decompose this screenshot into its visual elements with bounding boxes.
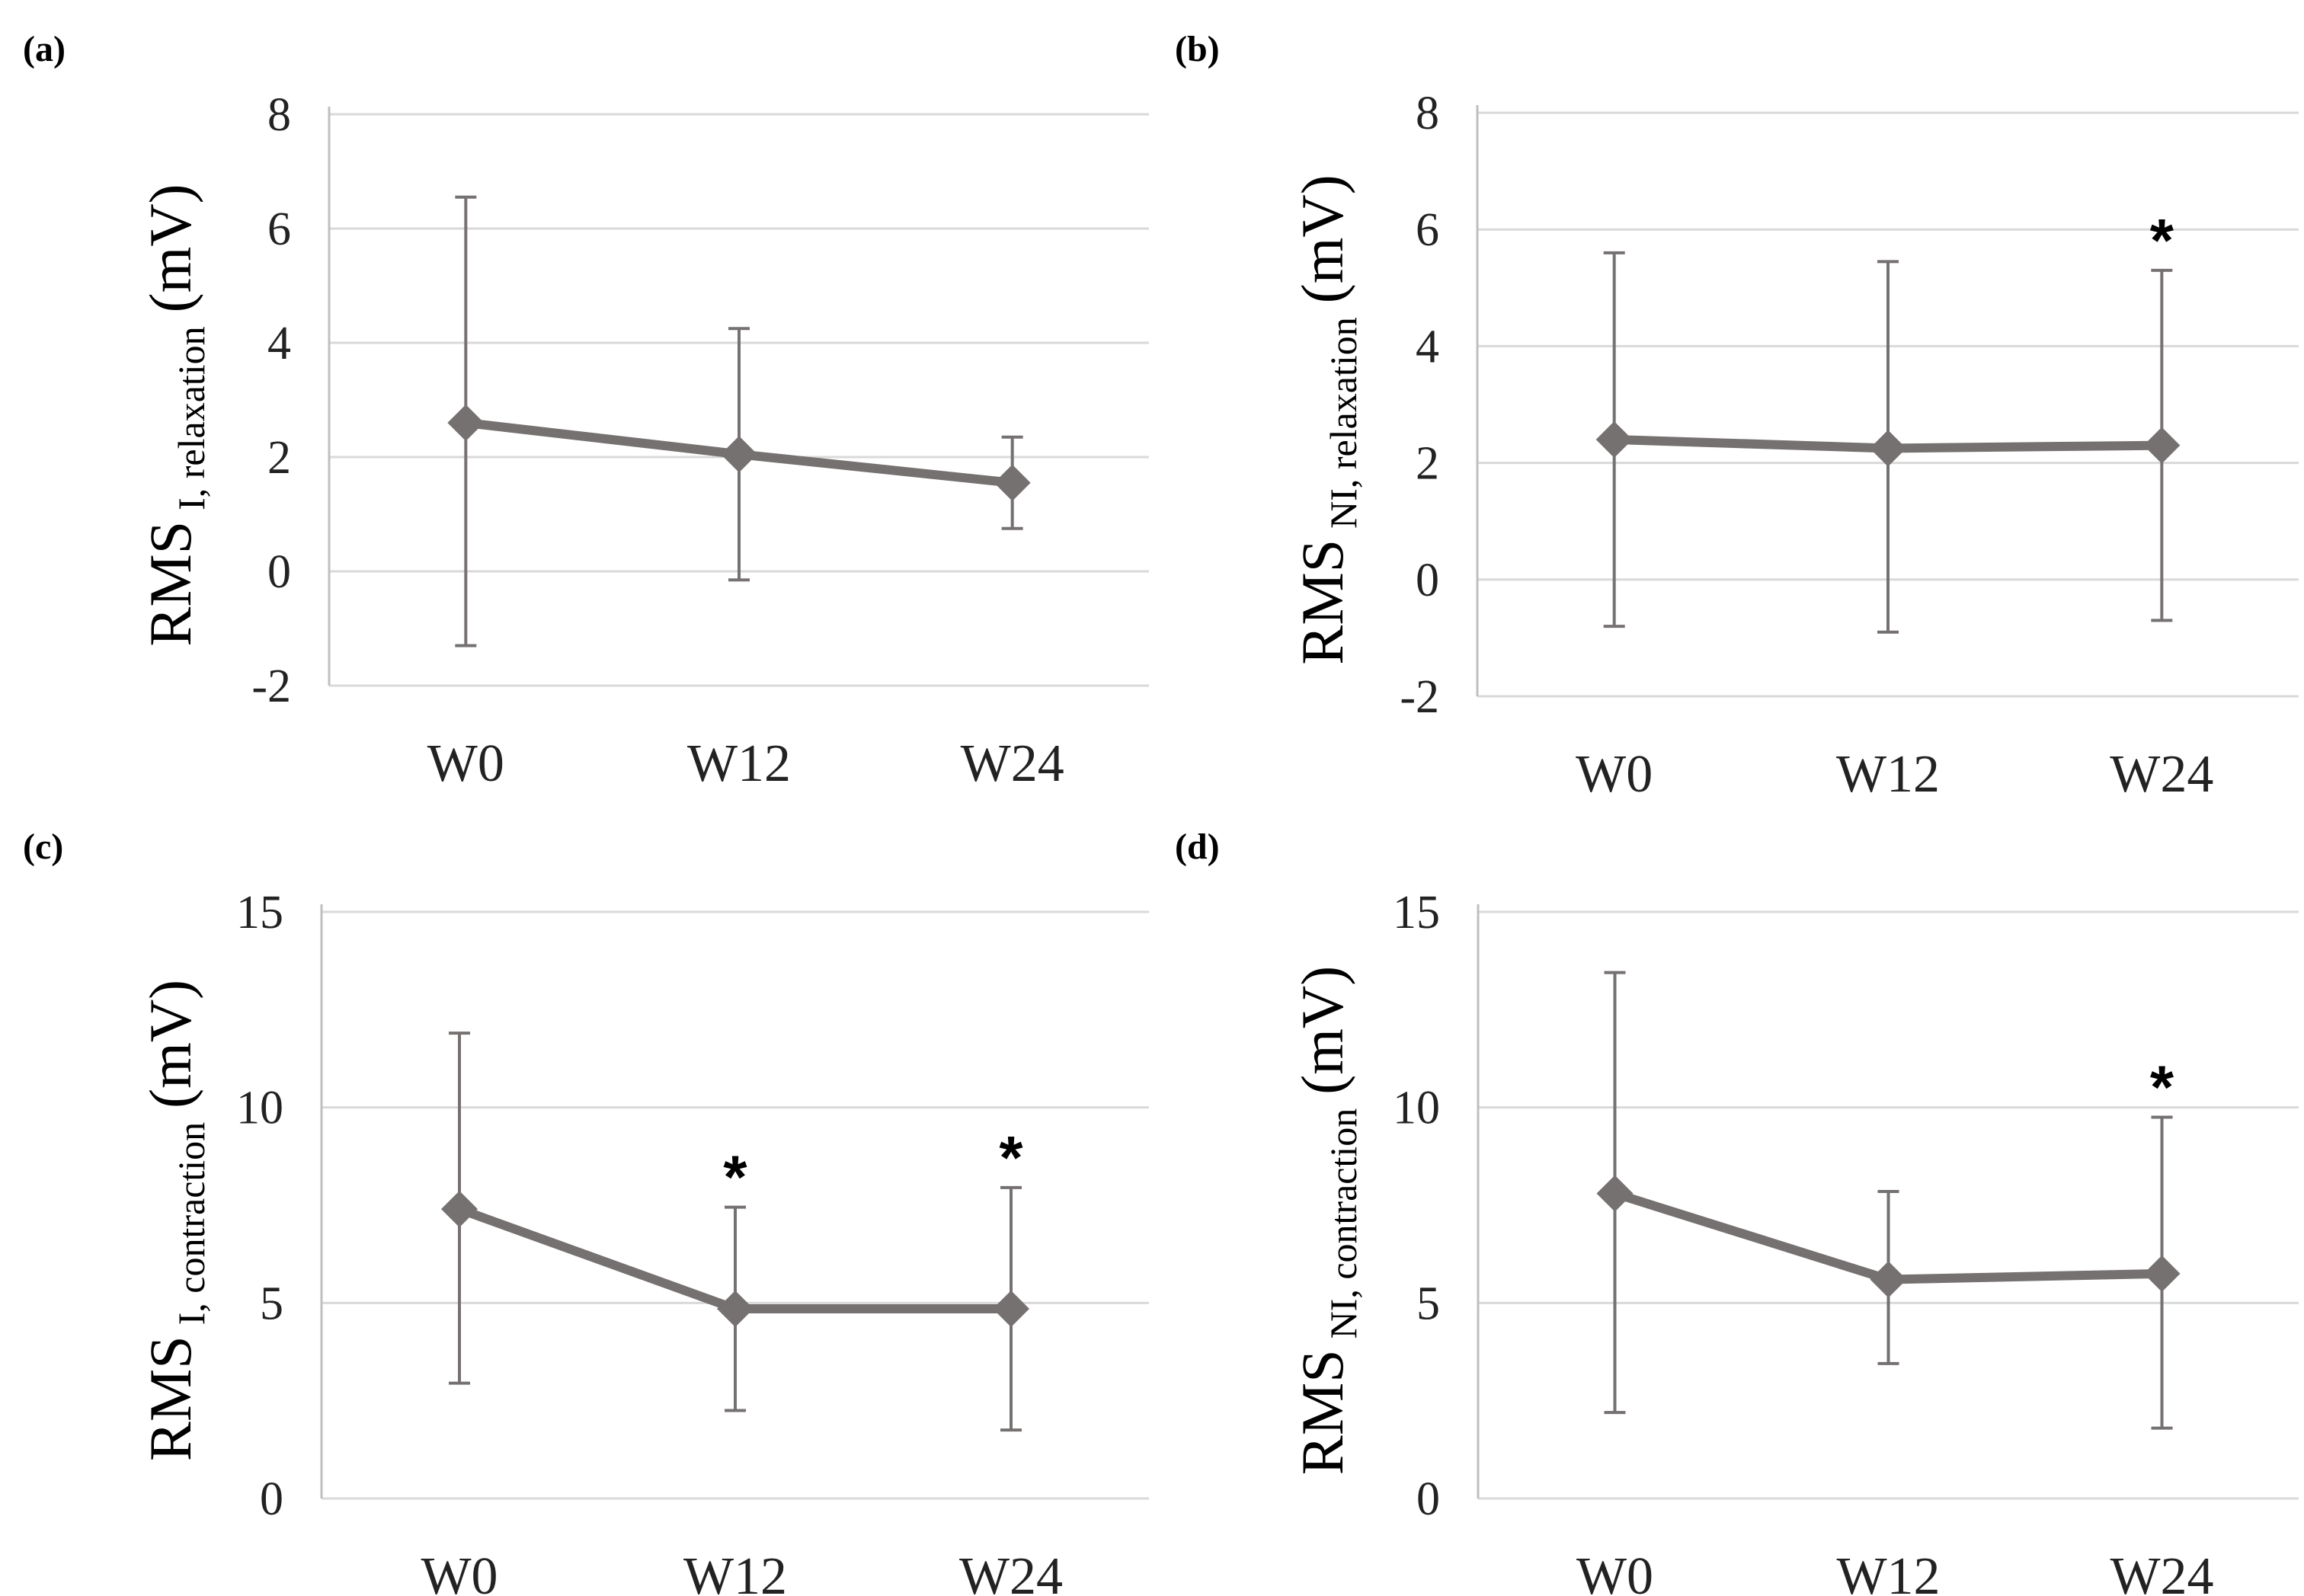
chart-svg: (c) 0 5 10 15 W0 W12 W24 * * RMS I, contraction (mV) <box>23 827 1149 1596</box>
chart-panel: (a) -2 0 2 4 6 8 W0 W12 W24 RMS I, relaxation (mV) <box>0 0 1152 798</box>
y-axis-label-main: RMS <box>137 521 203 647</box>
data-point-marker <box>447 405 485 441</box>
y-axis-label: RMS NI, relaxation (mV) <box>1289 174 1365 664</box>
data-point-marker <box>1870 430 1906 467</box>
x-category-label: W24 <box>959 1547 1063 1596</box>
y-axis-label-unit: (mV) <box>137 980 203 1108</box>
y-axis-label-subscript: NI, contraction <box>1322 1108 1365 1339</box>
x-category-label: W0 <box>1576 1547 1653 1596</box>
y-axis-label-main: RMS <box>137 1335 203 1461</box>
y-axis-label-subscript: I, relaxation <box>170 326 213 510</box>
y-axis-label: RMS I, contraction (mV) <box>137 980 213 1461</box>
y-axis-label: RMS NI, contraction (mV) <box>1289 966 1365 1475</box>
y-tick-label: 10 <box>1393 1083 1440 1134</box>
panel-label: (a) <box>23 29 66 69</box>
y-axis-label-main: RMS <box>1289 1349 1355 1475</box>
data-point-marker <box>441 1191 478 1228</box>
y-tick-label: -2 <box>251 660 291 712</box>
y-tick-label: -2 <box>1400 671 1439 723</box>
y-tick-label: 8 <box>267 89 291 141</box>
y-tick-label: 4 <box>1416 321 1439 373</box>
chart-svg: (a) -2 0 2 4 6 8 W0 W12 W24 RMS I, relaxation (mV) <box>23 29 1149 793</box>
y-tick-label: 15 <box>1393 887 1440 939</box>
x-category-label: W0 <box>427 734 504 793</box>
y-tick-label: 8 <box>1416 88 1439 139</box>
data-point-marker <box>1595 421 1633 458</box>
y-tick-label: 6 <box>267 203 291 255</box>
data-point-marker <box>2143 1255 2181 1292</box>
significance-marker: * <box>2150 1054 2174 1121</box>
y-axis-label: RMS I, relaxation (mV) <box>137 184 213 646</box>
data-point-marker <box>1596 1175 1634 1212</box>
data-point-marker <box>994 464 1031 501</box>
chart-svg: (d) 0 5 10 15 W0 W12 W24 * RMS NI, contraction (mV) <box>1175 827 2299 1596</box>
panel-label: (b) <box>1175 29 1220 69</box>
x-category-label: W0 <box>1576 745 1653 804</box>
y-tick-label: 2 <box>1416 438 1439 490</box>
y-axis-label-main: RMS <box>1289 539 1355 665</box>
data-point-marker <box>993 1291 1029 1328</box>
x-category-label: W12 <box>687 734 791 793</box>
data-point-marker <box>721 436 757 473</box>
y-axis-label-unit: (mV) <box>137 184 203 312</box>
panel-label: (d) <box>1175 827 1220 867</box>
y-tick-label: 0 <box>267 546 291 598</box>
y-axis-label-subscript: I, contraction <box>170 1122 213 1326</box>
x-category-label: W0 <box>421 1547 498 1596</box>
chart-panel: (d) 0 5 10 15 W0 W12 W24 * RMS NI, contraction (mV) <box>1152 798 2304 1596</box>
x-category-label: W12 <box>683 1547 787 1596</box>
y-tick-label: 5 <box>260 1278 283 1329</box>
data-point-marker <box>1870 1261 1907 1298</box>
x-category-label: W12 <box>1836 1547 1940 1596</box>
x-category-label: W12 <box>1836 745 1940 804</box>
y-axis-label-subscript: NI, relaxation <box>1322 317 1365 529</box>
y-tick-label: 15 <box>236 887 283 939</box>
y-tick-label: 0 <box>260 1473 283 1525</box>
y-axis-label-unit: (mV) <box>1289 174 1355 303</box>
y-tick-label: 10 <box>236 1083 283 1134</box>
y-tick-label: 0 <box>1416 555 1439 606</box>
x-category-label: W24 <box>961 734 1064 793</box>
significance-marker: * <box>2150 206 2174 274</box>
y-tick-label: 0 <box>1416 1473 1440 1525</box>
data-point-marker <box>2143 427 2181 464</box>
y-axis-label-unit: (mV) <box>1289 966 1355 1095</box>
y-tick-label: 6 <box>1416 204 1439 256</box>
significance-marker: * <box>999 1124 1023 1191</box>
panel-label: (c) <box>23 827 63 867</box>
y-tick-label: 5 <box>1416 1278 1440 1329</box>
chart-svg: (b) -2 0 2 4 6 8 W0 W12 W24 * RMS NI, relaxation (mV) <box>1175 29 2299 804</box>
y-tick-label: 2 <box>267 432 291 484</box>
x-category-label: W24 <box>2110 1547 2213 1596</box>
x-category-label: W24 <box>2110 745 2213 804</box>
y-tick-label: 4 <box>267 318 291 369</box>
significance-marker: * <box>723 1143 747 1211</box>
chart-panel: (c) 0 5 10 15 W0 W12 W24 * * RMS I, contraction (mV) <box>0 798 1152 1596</box>
data-point-marker <box>717 1291 754 1328</box>
chart-panel: (b) -2 0 2 4 6 8 W0 W12 W24 * RMS NI, relaxation (mV) <box>1152 0 2304 804</box>
